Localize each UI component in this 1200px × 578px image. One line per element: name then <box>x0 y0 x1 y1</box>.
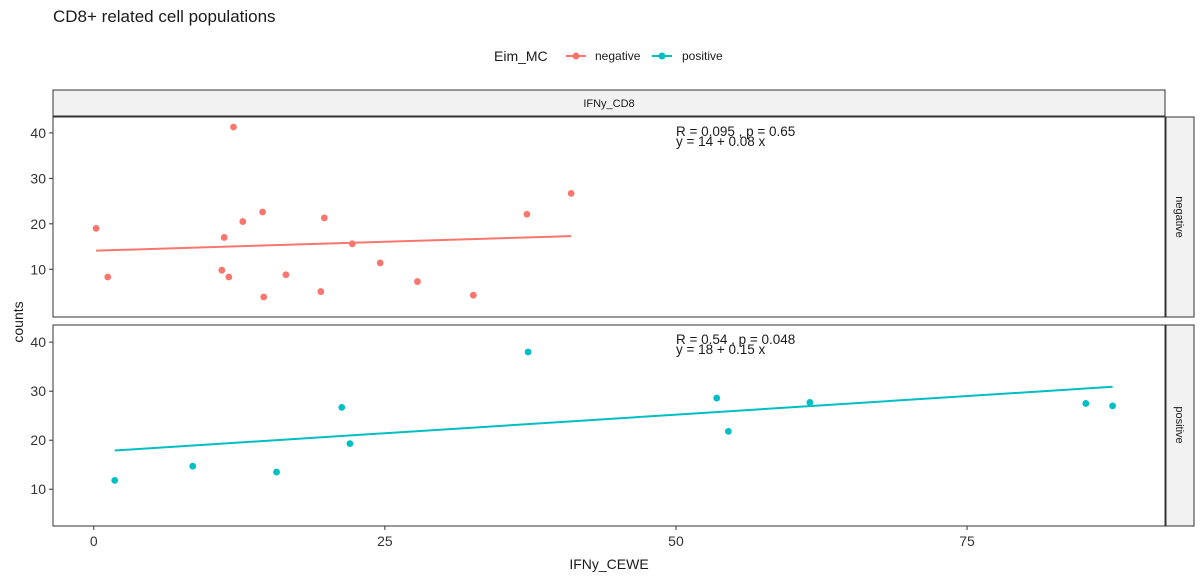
fit-line-negative <box>96 235 572 252</box>
legend-label-negative: negative <box>595 49 641 63</box>
x-tick-label-0: 0 <box>90 533 98 549</box>
point-positive-10 <box>1109 402 1117 410</box>
point-positive-2 <box>273 468 280 476</box>
stat-label-positive: R = 0.54 , p = 0.048 <box>676 332 795 347</box>
equation-label-negative: y = 14 + 0.08 x <box>676 134 766 149</box>
point-negative-8 <box>260 293 268 301</box>
y-tick-label-positive-40: 40 <box>30 334 46 350</box>
point-negative-10 <box>317 288 325 295</box>
point-negative-4 <box>225 273 233 281</box>
facet-strip-top <box>52 89 1166 117</box>
fit-line-positive <box>114 385 1113 452</box>
legend-key-point-negative <box>572 52 580 60</box>
point-negative-11 <box>320 214 328 222</box>
chart-title: CD8+ related cell populations <box>53 7 276 26</box>
legend-label-positive: positive <box>682 49 723 63</box>
y-tick-label-positive-10: 10 <box>30 481 46 497</box>
point-positive-8 <box>806 399 814 406</box>
point-negative-9 <box>282 271 290 279</box>
point-negative-17 <box>567 189 575 197</box>
point-positive-9 <box>1082 400 1090 407</box>
facet-strip-label: IFNy_CD8 <box>583 98 634 110</box>
point-negative-5 <box>230 123 237 131</box>
legend: Eim_MC negative positive <box>494 48 723 64</box>
y-tick-label-positive-20: 20 <box>30 432 46 448</box>
point-positive-6 <box>713 394 721 402</box>
point-positive-0 <box>111 477 119 484</box>
point-negative-13 <box>376 259 384 267</box>
panel-negative-frame <box>52 116 1166 318</box>
point-positive-3 <box>338 403 346 411</box>
point-negative-14 <box>414 278 421 285</box>
y-tick-label-negative-10: 10 <box>30 261 46 277</box>
point-negative-12 <box>348 240 356 248</box>
legend-key-point-positive <box>658 52 666 60</box>
equation-label-positive: y = 18 + 0.15 x <box>676 342 766 357</box>
legend-title: Eim_MC <box>494 48 548 64</box>
point-negative-3 <box>220 234 228 241</box>
x-tick-label-75: 75 <box>959 533 975 549</box>
point-negative-15 <box>469 291 477 299</box>
point-negative-7 <box>259 208 266 216</box>
y-tick-label-positive-30: 30 <box>30 383 46 399</box>
point-positive-5 <box>524 348 532 356</box>
facet-strip-label-positive: positive <box>1173 406 1185 443</box>
point-positive-4 <box>346 440 354 448</box>
point-positive-7 <box>724 427 732 435</box>
y-tick-label-negative-20: 20 <box>30 216 46 232</box>
x-axis-title: IFNy_CEWE <box>569 556 648 572</box>
point-negative-1 <box>104 273 112 281</box>
point-negative-16 <box>523 210 531 218</box>
point-positive-1 <box>189 462 197 470</box>
y-axis-title: counts <box>10 301 26 342</box>
facet-strip-label-negative: negative <box>1173 196 1185 238</box>
facet-strip-right-positive <box>1165 324 1195 527</box>
point-negative-2 <box>218 266 226 274</box>
stat-label-negative: R = 0.095 , p = 0.65 <box>676 124 795 139</box>
x-tick-label-50: 50 <box>668 533 684 549</box>
facet-strip-right-negative <box>1165 116 1195 318</box>
y-tick-label-negative-40: 40 <box>30 125 46 141</box>
panel-positive-frame <box>52 324 1166 527</box>
y-tick-label-negative-30: 30 <box>30 170 46 186</box>
point-negative-0 <box>92 224 100 232</box>
point-negative-6 <box>239 218 247 225</box>
chart-marks: 10 20 30 40 R = 0.095 , p = 0.65y = 14 + 0.0… <box>30 123 1117 549</box>
x-tick-label-25: 25 <box>377 533 393 549</box>
